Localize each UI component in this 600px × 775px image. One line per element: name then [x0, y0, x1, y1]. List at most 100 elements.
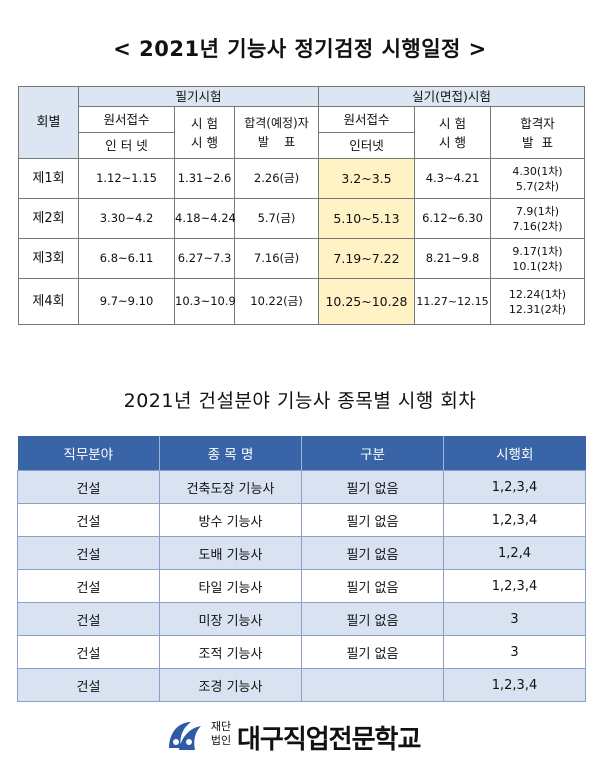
practical-result-cell: 4.30(1차) 5.7(2차) — [489, 158, 586, 199]
written-result-cell: 5.7(금) — [234, 198, 319, 239]
written-exam-cell: 10.3~10.9 — [174, 278, 236, 325]
field-cell: 건설 — [17, 668, 160, 702]
written-exam-header-line2: 시 행 — [191, 134, 218, 150]
practical-result-first: 9.17(1차) — [512, 244, 563, 258]
written-apply-cell: 6.8~6.11 — [78, 238, 175, 279]
rounds-cell: 1,2,3,4 — [443, 470, 586, 504]
name-cell: 미장 기능사 — [159, 602, 302, 636]
column-header-type: 구분 — [301, 436, 444, 471]
field-cell: 건설 — [17, 503, 160, 537]
column-header-name: 종 목 명 — [159, 436, 302, 471]
practical-result-cell: 12.24(1차) 12.31(2차) — [489, 278, 586, 325]
rounds-cell: 1,2,3,4 — [443, 503, 586, 537]
practical-result-second: 10.1(2차) — [512, 259, 563, 273]
rounds-cell: 1,2,3,4 — [443, 668, 586, 702]
practical-result-header: 합격자 발 표 — [489, 106, 586, 159]
field-cell: 건설 — [17, 635, 160, 669]
practical-group-header: 실기(면접)시험 — [317, 86, 586, 107]
practical-result-first: 7.9(1차) — [515, 204, 560, 218]
schedule-row: 제1회 1.12~1.15 1.31~2.6 2.26(금) 3.2~3.5 4… — [18, 158, 586, 199]
practical-exam-cell: 8.21~9.8 — [414, 238, 491, 279]
legal-line2: 법인 — [210, 734, 232, 747]
practical-apply-header: 원서접수 — [318, 106, 415, 133]
subjects-title: 2021년 건설분야 기능사 종목별 시행 회차 — [123, 390, 477, 412]
table-row: 건설 조경 기능사 1,2,3,4 — [17, 668, 586, 702]
name-cell: 조경 기능사 — [159, 668, 302, 702]
written-result-header: 합격(예정)자 발 표 — [234, 106, 319, 159]
written-result-cell: 7.16(금) — [234, 238, 319, 279]
type-cell: 필기 없음 — [301, 569, 444, 603]
table-row: 건설 조적 기능사 필기 없음 3 — [17, 635, 586, 669]
type-cell: 필기 없음 — [301, 470, 444, 504]
round-label: 제3회 — [18, 238, 79, 279]
written-exam-header-line1: 시 험 — [191, 115, 218, 131]
practical-exam-header-line2: 시 행 — [439, 134, 466, 150]
practical-result-cell: 7.9(1차) 7.16(2차) — [489, 198, 586, 239]
table-row: 건설 미장 기능사 필기 없음 3 — [17, 602, 586, 636]
practical-result-header-line1: 합격자 — [520, 115, 555, 131]
schedule-row: 제2회 3.30~4.2 4.18~4.24 5.7(금) 5.10~5.13 … — [18, 198, 586, 239]
field-cell: 건설 — [17, 602, 160, 636]
written-exam-header: 시 험 시 행 — [174, 106, 235, 159]
written-online-header: 인 터 넷 — [78, 132, 175, 159]
schedule-title: < 2021년 기능사 정기검정 시행일정 > — [113, 37, 487, 61]
type-cell — [301, 668, 444, 702]
rounds-cell: 3 — [443, 635, 586, 669]
written-result-cell: 10.22(금) — [234, 278, 319, 325]
org-name: 대구직업전문학교 — [237, 725, 421, 755]
written-result-header-line2: 발 표 — [257, 134, 296, 149]
table-row: 건설 도배 기능사 필기 없음 1,2,4 — [17, 536, 586, 570]
field-cell: 건설 — [17, 536, 160, 570]
practical-result-second: 12.31(2차) — [508, 302, 567, 316]
round-label: 제2회 — [18, 198, 79, 239]
legal-entity-label: 재단 법인 — [208, 720, 234, 748]
written-exam-cell: 6.27~7.3 — [174, 238, 235, 279]
legal-line1: 재단 — [210, 720, 232, 733]
type-cell: 필기 없음 — [301, 635, 444, 669]
round-label: 제1회 — [18, 158, 79, 199]
written-exam-cell: 1.31~2.6 — [174, 158, 235, 199]
round-label: 제4회 — [18, 278, 79, 325]
written-result-cell: 2.26(금) — [234, 158, 319, 199]
practical-result-first: 12.24(1차) — [508, 287, 567, 301]
schedule-row: 제4회 9.7~9.10 10.3~10.9 10.22(금) 10.25~10… — [18, 278, 586, 325]
practical-result-header-line2: 발 표 — [522, 134, 553, 150]
name-cell: 조적 기능사 — [159, 635, 302, 669]
schedule-row: 제3회 6.8~6.11 6.27~7.3 7.16(금) 7.19~7.22 … — [18, 238, 586, 279]
name-cell: 건축도장 기능사 — [159, 470, 302, 504]
practical-exam-cell: 6.12~6.30 — [414, 198, 491, 239]
round-header: 회별 — [18, 86, 79, 159]
subjects-table: 직무분야 종 목 명 구분 시행회 건설 건축도장 기능사 필기 없음 1,2,… — [17, 436, 586, 702]
type-cell: 필기 없음 — [301, 536, 444, 570]
type-cell: 필기 없음 — [301, 503, 444, 537]
practical-result-second: 5.7(2차) — [515, 179, 560, 193]
practical-online-header: 인터넷 — [318, 132, 415, 159]
practical-apply-cell: 7.19~7.22 — [318, 238, 415, 279]
practical-apply-cell: 10.25~10.28 — [318, 278, 415, 325]
written-result-header-line1: 합격(예정)자 — [244, 115, 309, 130]
table-row: 건설 타일 기능사 필기 없음 1,2,3,4 — [17, 569, 586, 603]
rounds-cell: 3 — [443, 602, 586, 636]
written-apply-cell: 3.30~4.2 — [78, 198, 175, 239]
rounds-cell: 1,2,4 — [443, 536, 586, 570]
name-cell: 도배 기능사 — [159, 536, 302, 570]
table-row: 건설 방수 기능사 필기 없음 1,2,3,4 — [17, 503, 586, 537]
name-cell: 타일 기능사 — [159, 569, 302, 603]
practical-apply-cell: 5.10~5.13 — [318, 198, 415, 239]
practical-result-cell: 9.17(1차) 10.1(2차) — [489, 238, 586, 279]
column-header-field: 직무분야 — [17, 436, 160, 471]
practical-result-first: 4.30(1차) — [512, 164, 563, 178]
written-apply-cell: 1.12~1.15 — [78, 158, 175, 199]
table-row: 건설 건축도장 기능사 필기 없음 1,2,3,4 — [17, 470, 586, 504]
subjects-header-row: 직무분야 종 목 명 구분 시행회 — [17, 436, 586, 471]
practical-apply-cell: 3.2~3.5 — [318, 158, 415, 199]
school-emblem-icon — [169, 722, 201, 750]
practical-exam-cell: 4.3~4.21 — [414, 158, 491, 199]
written-apply-header: 원서접수 — [78, 106, 175, 133]
practical-result-second: 7.16(2차) — [512, 219, 563, 233]
written-exam-cell: 4.18~4.24 — [174, 198, 236, 239]
exam-schedule-table: 회별 필기시험 실기(면접)시험 원서접수 시 험 시 행 합격(예정)자 발 … — [18, 86, 586, 325]
school-logo: 재단 법인 대구직업전문학교 — [165, 716, 455, 756]
field-cell: 건설 — [17, 470, 160, 504]
written-group-header: 필기시험 — [78, 86, 319, 107]
